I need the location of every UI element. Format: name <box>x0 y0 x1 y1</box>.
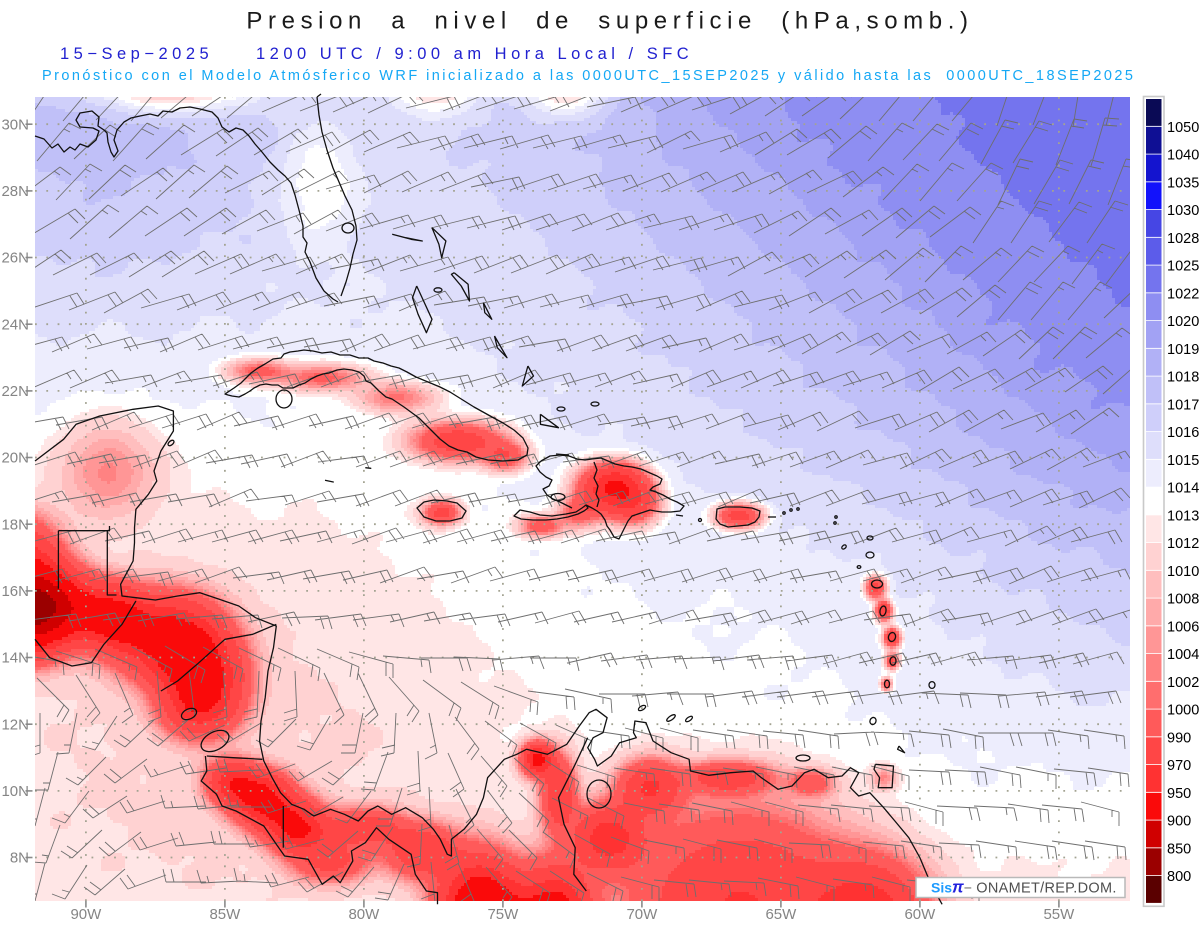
svg-text:70W: 70W <box>626 906 658 923</box>
svg-text:30N: 30N <box>1 116 29 133</box>
svg-text:15−Sep−2025: 15−Sep−2025 <box>60 45 213 63</box>
svg-text:1012: 1012 <box>1167 536 1199 552</box>
svg-text:1040: 1040 <box>1167 148 1199 164</box>
svg-text:Pronóstico con el Modelo Atmós: Pronóstico con el Modelo Atmósferico WRF… <box>42 68 1135 84</box>
svg-text:60W: 60W <box>904 906 936 923</box>
svg-text:8N: 8N <box>10 850 29 867</box>
svg-text:1035: 1035 <box>1167 175 1199 191</box>
svg-text:22N: 22N <box>1 383 29 400</box>
svg-text:1010: 1010 <box>1167 564 1199 580</box>
svg-text:28N: 28N <box>1 183 29 200</box>
svg-text:1004: 1004 <box>1167 647 1199 663</box>
svg-text:800: 800 <box>1167 869 1191 885</box>
svg-text:10N: 10N <box>1 783 29 800</box>
svg-text:1030: 1030 <box>1167 203 1199 219</box>
svg-text:Presion a nivel de superficie: Presion a nivel de superficie (hPa,somb.… <box>246 8 973 35</box>
svg-text:1019: 1019 <box>1167 342 1199 358</box>
svg-text:55W: 55W <box>1043 906 1075 923</box>
svg-text:75W: 75W <box>487 906 519 923</box>
svg-text:1018: 1018 <box>1167 370 1199 386</box>
svg-text:970: 970 <box>1167 758 1191 774</box>
svg-text:850: 850 <box>1167 841 1191 857</box>
svg-text:20N: 20N <box>1 450 29 467</box>
svg-text:18N: 18N <box>1 516 29 533</box>
svg-text:1020: 1020 <box>1167 314 1199 330</box>
svg-text:1014: 1014 <box>1167 481 1199 497</box>
svg-text:1013: 1013 <box>1167 508 1199 524</box>
svg-text:990: 990 <box>1167 730 1191 746</box>
svg-text:26N: 26N <box>1 250 29 267</box>
svg-text:1016: 1016 <box>1167 425 1199 441</box>
svg-text:1050: 1050 <box>1167 120 1199 136</box>
svg-text:80W: 80W <box>348 906 380 923</box>
svg-text:1025: 1025 <box>1167 259 1199 275</box>
svg-text:950: 950 <box>1167 786 1191 802</box>
svg-text:65W: 65W <box>765 906 797 923</box>
svg-text:1017: 1017 <box>1167 397 1199 413</box>
svg-text:1000: 1000 <box>1167 703 1199 719</box>
svg-text:12N: 12N <box>1 716 29 733</box>
svg-text:14N: 14N <box>1 650 29 667</box>
svg-text:1015: 1015 <box>1167 453 1199 469</box>
svg-text:85W: 85W <box>209 906 241 923</box>
svg-text:1006: 1006 <box>1167 619 1199 635</box>
svg-text:90W: 90W <box>70 906 102 923</box>
svg-text:1028: 1028 <box>1167 231 1199 247</box>
svg-text:24N: 24N <box>1 316 29 333</box>
svg-text:16N: 16N <box>1 583 29 600</box>
svg-text:1008: 1008 <box>1167 592 1199 608</box>
svg-text:1002: 1002 <box>1167 675 1199 691</box>
svg-text:1200 UTC / 9:00 am Hora Local: 1200 UTC / 9:00 am Hora Local / SFC <box>256 45 693 63</box>
svg-text:900: 900 <box>1167 814 1191 830</box>
svg-text:1022: 1022 <box>1167 286 1199 302</box>
svg-text:Sisπ− ONAMET/REP.DOM.: Sisπ− ONAMET/REP.DOM. <box>931 879 1117 897</box>
